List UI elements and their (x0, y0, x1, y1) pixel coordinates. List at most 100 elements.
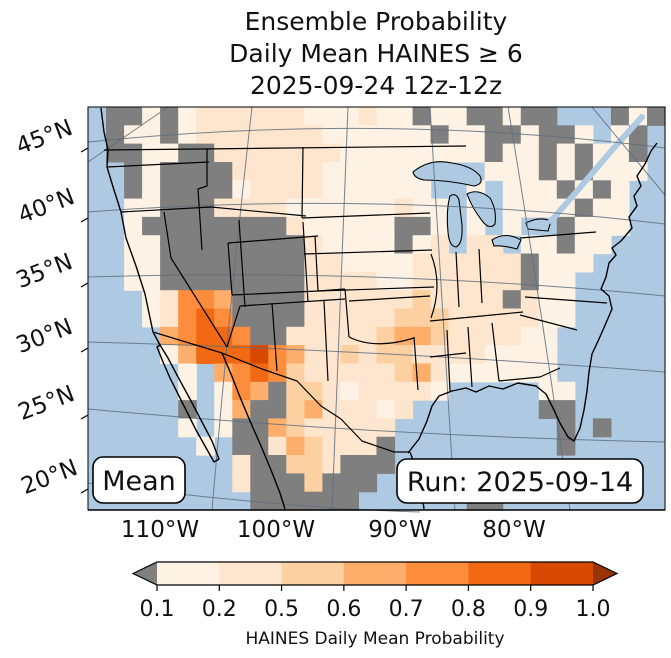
heatmap-cell (124, 162, 143, 181)
heatmap-cell (448, 290, 468, 310)
heatmap-cell (178, 180, 197, 200)
heatmap-cell (394, 162, 414, 181)
heatmap-cell (142, 253, 161, 273)
heatmap-cell (142, 216, 161, 236)
heatmap-cell (466, 308, 486, 328)
heatmap-cell (214, 308, 233, 328)
heatmap-cell (304, 418, 323, 438)
heatmap-cell (376, 326, 396, 346)
heatmap-cell (286, 162, 305, 181)
lat-tick-label: 30°N (13, 314, 76, 359)
heatmap-cell (268, 125, 287, 145)
heatmap-cell (376, 345, 396, 364)
heatmap-cell (448, 363, 468, 383)
heatmap-cell (412, 308, 432, 328)
heatmap-cell (448, 326, 468, 346)
heatmap-cell (412, 271, 432, 291)
heatmap-cell (286, 326, 305, 346)
heatmap-cell (502, 271, 522, 291)
heatmap-cell (160, 180, 179, 200)
heatmap-cell (466, 326, 486, 346)
heatmap-cell (178, 216, 197, 236)
heatmap-cell (358, 180, 378, 200)
heatmap-cell (160, 326, 179, 346)
heatmap-cell (358, 473, 378, 493)
heatmap-cell (412, 198, 432, 218)
heatmap-cell (358, 162, 378, 181)
heatmap-cell (214, 180, 233, 200)
heatmap-cell (304, 400, 323, 419)
heatmap-cell (286, 235, 305, 255)
heatmap-cell (304, 271, 323, 291)
heatmap-cell (556, 143, 576, 163)
heatmap-cell (574, 235, 594, 255)
heatmap-cell (304, 216, 323, 236)
heatmap-cell (394, 326, 414, 346)
heatmap-cell (358, 216, 378, 236)
heatmap-cell (268, 436, 287, 456)
heatmap-cell (592, 235, 612, 255)
heatmap-cell (178, 253, 197, 273)
heatmap-cell (214, 271, 233, 291)
us-mexico-border (152, 331, 410, 453)
heatmap-cell (556, 271, 576, 291)
heatmap-cell (538, 180, 558, 200)
heatmap-cell (232, 363, 251, 383)
heatmap-cell (340, 271, 359, 291)
heatmap-cell (430, 271, 450, 291)
heatmap-cell (178, 235, 197, 255)
heatmap-cell (250, 162, 269, 181)
heatmap-cell (448, 125, 468, 145)
heatmap-cell (232, 143, 251, 163)
heatmap-cell (232, 216, 251, 236)
heatmap-cell (556, 400, 576, 419)
heatmap-cell (250, 308, 269, 328)
heatmap-cell (340, 400, 359, 419)
heatmap-cell (430, 235, 450, 255)
heatmap-cell (484, 162, 504, 181)
heatmap-cell (502, 162, 522, 181)
heatmap-cell (304, 143, 323, 163)
heatmap-cell (196, 198, 215, 218)
heatmap-cell (268, 198, 287, 218)
heatmap-cell (286, 418, 305, 438)
heatmap-cell (574, 253, 594, 273)
lat-tick-label: 45°N (13, 115, 76, 160)
heatmap-cell (232, 400, 251, 419)
heatmap-cell (394, 253, 414, 273)
heatmap-cell (124, 125, 143, 145)
heatmap-cell (214, 290, 233, 310)
heatmap-cell (610, 107, 630, 126)
heatmap-cell (250, 143, 269, 163)
heatmap-cell (412, 235, 432, 255)
heatmap-cell (268, 308, 287, 328)
heatmap-cell (376, 235, 396, 255)
heatmap-cell (268, 180, 287, 200)
heatmap-cell (412, 125, 432, 145)
heatmap-cell (538, 290, 558, 310)
heatmap-cell (250, 125, 269, 145)
heatmap-cell (592, 180, 612, 200)
heatmap-cell (358, 381, 378, 401)
heatmap-cell (412, 381, 432, 401)
heatmap-cell (142, 308, 161, 328)
heatmap-cell (268, 326, 287, 346)
title-line-1: Ensemble Probability (245, 7, 508, 36)
heatmap-cell (376, 253, 396, 273)
heatmap-cell (286, 143, 305, 163)
heatmap-cell (376, 455, 396, 474)
heatmap-cell (142, 180, 161, 200)
heatmap-cell (250, 436, 269, 456)
heatmap-cell (484, 363, 504, 383)
heatmap-cell (268, 107, 287, 126)
heatmap-cell (394, 271, 414, 291)
heatmap-cell (376, 418, 396, 438)
heatmap-cell (322, 400, 341, 419)
heatmap-cell (322, 271, 341, 291)
heatmap-cell (124, 143, 143, 163)
heatmap-cell (430, 326, 450, 346)
heatmap-cell (628, 107, 648, 126)
heatmap-cell (556, 162, 576, 181)
heatmap-cell (250, 455, 269, 474)
title-line-3: 2025-09-24 12z-12z (250, 71, 502, 100)
